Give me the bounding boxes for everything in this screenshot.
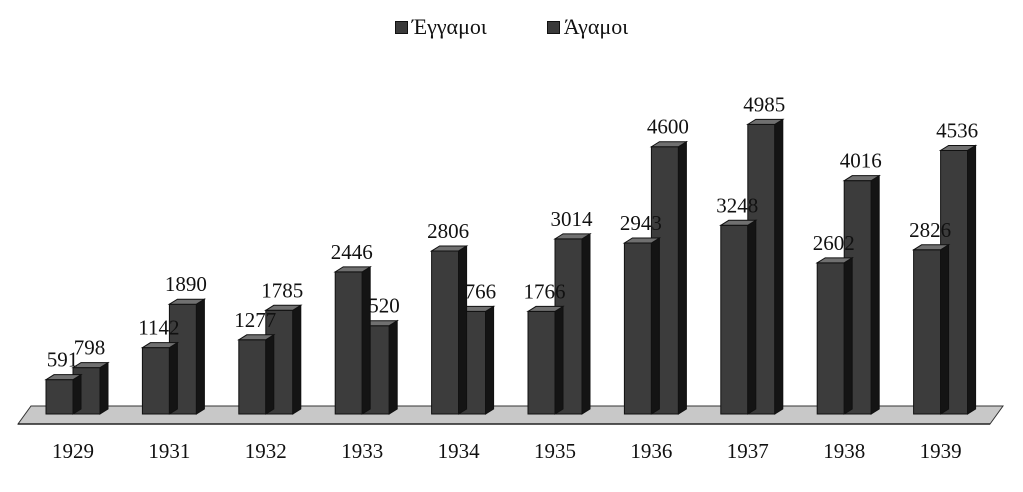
bar-married-1934-value-label: 2806 <box>427 219 469 243</box>
bar-unmarried-1937-value-label: 4985 <box>743 92 785 116</box>
bar-married-1931-side <box>168 341 178 415</box>
bar-married-1935-top <box>526 305 565 312</box>
bar-unmarried-1935-value-label: 3014 <box>551 207 594 231</box>
legend-swatch-married <box>394 20 408 34</box>
bar-married-1937-top <box>719 219 758 226</box>
x-tick-label-1931: 1931 <box>148 439 190 463</box>
bar-married-1936-value-label: 2943 <box>620 211 662 235</box>
bar-married-1939-front <box>913 249 942 415</box>
x-tick-label-1936: 1936 <box>630 439 672 463</box>
bar-married-1933-top <box>333 266 372 273</box>
legend-label-unmarried: Άγαμοι <box>563 14 629 39</box>
bar-married-1929-top <box>44 374 83 381</box>
bar-unmarried-1931-value-label: 1890 <box>165 272 207 296</box>
bar-unmarried-1931-top <box>167 298 207 305</box>
bar-unmarried-1929-top <box>71 362 110 369</box>
bar-married-1938-value-label: 2602 <box>813 231 855 255</box>
x-tick-label-1939: 1939 <box>920 439 962 463</box>
bar-married-1929-front <box>45 379 74 415</box>
bar-unmarried-1938-value-label: 4016 <box>840 149 882 173</box>
bar-married-1932-value-label: 1277 <box>234 308 276 332</box>
bar-unmarried-1939-top <box>938 144 978 151</box>
bar-unmarried-1939-value-label: 4536 <box>936 118 978 142</box>
bar-married-1933-front <box>334 271 363 415</box>
bar-married-1936-top <box>622 237 662 244</box>
bar-unmarried-1937-side <box>774 118 784 415</box>
bar-unmarried-1932-value-label: 1785 <box>261 278 303 302</box>
bar-married-1937-value-label: 3248 <box>716 193 758 217</box>
bar-unmarried-1936-side <box>677 140 687 415</box>
bar-married-1937-front <box>720 224 749 415</box>
bar-married-1935-side <box>554 305 564 415</box>
bar-unmarried-1932-side <box>292 304 302 415</box>
bar-married-1932-front <box>238 339 267 415</box>
bar-married-1935-front <box>527 310 556 415</box>
x-tick-label-1938: 1938 <box>823 439 865 463</box>
bar-married-1937-side <box>747 219 757 415</box>
bar-unmarried-1938-top <box>842 175 881 182</box>
bar-married-1934-side <box>458 245 468 415</box>
bar-married-1933-value-label: 2446 <box>331 240 373 264</box>
x-tick-label-1937: 1937 <box>727 439 769 463</box>
bar-unmarried-1929-value-label: 798 <box>74 336 106 360</box>
bar-married-1936-front <box>623 242 652 415</box>
x-tick-label-1935: 1935 <box>534 439 576 463</box>
x-tick-label-1933: 1933 <box>341 439 383 463</box>
bar-married-1934-front <box>431 250 460 415</box>
bar-unmarried-1934-side <box>485 305 495 415</box>
bar-married-1929-value-label: 591 <box>47 348 79 372</box>
legend-swatch-unmarried <box>546 20 560 34</box>
x-tick-label-1929: 1929 <box>52 439 94 463</box>
bar-married-1939-top <box>911 244 951 251</box>
bar-unmarried-1938-side <box>870 174 880 415</box>
bar-married-1929-side <box>72 373 82 415</box>
bar-married-1936-side <box>650 237 660 415</box>
bar-married-1939-side <box>940 243 950 415</box>
legend-item-unmarried: Άγαμοι <box>546 14 629 40</box>
bar-unmarried-1929-side <box>99 361 109 415</box>
legend-item-married: Έγγαμοι <box>394 14 487 40</box>
bar-unmarried-1935-top <box>553 233 592 240</box>
bar-married-1938-side <box>843 256 853 415</box>
bar-unmarried-1933-side <box>388 319 398 415</box>
bar-married-1938-front <box>816 262 845 415</box>
bar-unmarried-1936-value-label: 4600 <box>647 115 689 139</box>
bar-unmarried-1932-top <box>264 304 303 311</box>
bar-married-1932-side <box>265 333 275 415</box>
bar-married-1931-value-label: 1142 <box>138 316 179 340</box>
bar-married-1933-side <box>361 265 371 415</box>
bar-unmarried-1931-side <box>195 298 205 415</box>
bar-unmarried-1935-side <box>581 232 591 415</box>
bar-married-1932-top <box>237 334 276 341</box>
bar-married-1931-top <box>140 342 180 349</box>
bar-unmarried-1936-top <box>649 141 689 148</box>
bar-married-1931-front <box>141 347 170 415</box>
bar-married-1934-top <box>429 245 469 252</box>
bar-married-1939-value-label: 2826 <box>909 218 951 242</box>
x-tick-label-1934: 1934 <box>438 439 481 463</box>
bar-married-1935-value-label: 1766 <box>524 279 566 303</box>
legend: Έγγαμοι Άγαμοι <box>0 14 1023 40</box>
legend-label-married: Έγγαμοι <box>411 14 487 39</box>
x-tick-label-1932: 1932 <box>245 439 287 463</box>
bar-married-1938-top <box>815 257 854 264</box>
bar-unmarried-1937-top <box>746 118 785 125</box>
bar-unmarried-1939-side <box>967 144 977 415</box>
